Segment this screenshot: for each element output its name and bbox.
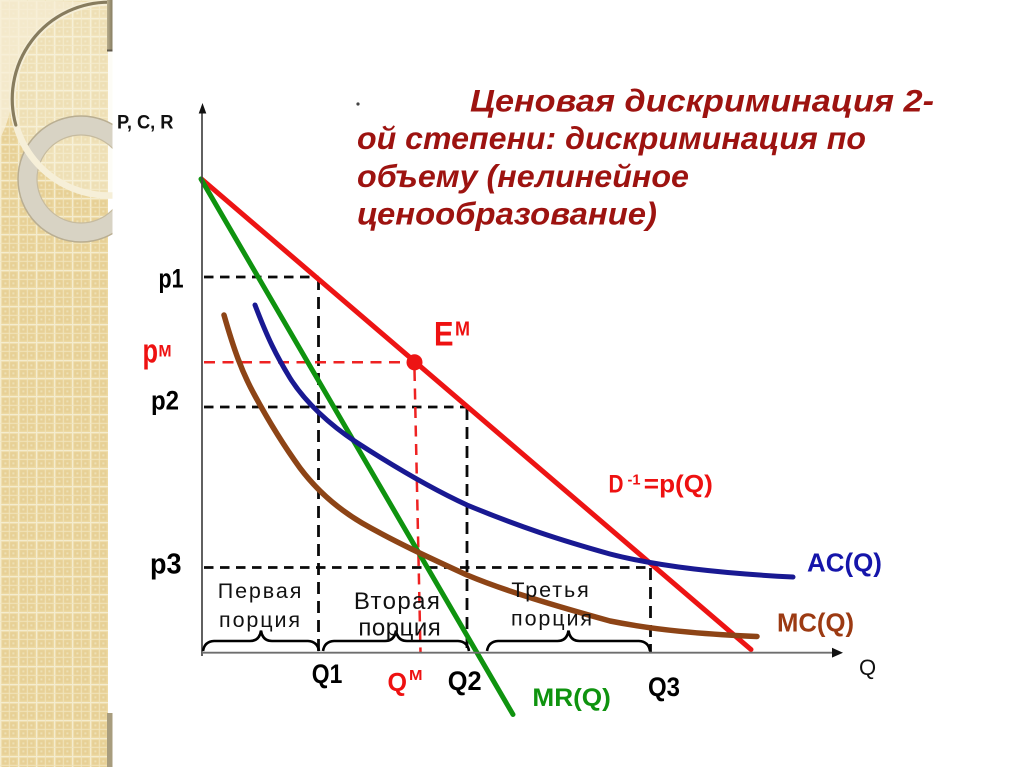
svg-text:p: p — [143, 333, 159, 371]
svg-text:p2: p2 — [151, 386, 179, 416]
svg-text:MR(Q): MR(Q) — [532, 684, 611, 712]
svg-text:Q2: Q2 — [448, 666, 482, 696]
svg-text:Первая: Первая — [218, 579, 304, 603]
svg-text:объему (нелинейное: объему (нелинейное — [357, 158, 689, 194]
svg-text:=p(Q): =p(Q) — [644, 471, 713, 499]
svg-text:-1: -1 — [628, 471, 641, 488]
svg-text:порция: порция — [511, 607, 594, 631]
svg-text:P, C, R: P, C, R — [117, 113, 174, 134]
svg-text:p3: p3 — [150, 549, 182, 581]
svg-text:порция: порция — [358, 615, 441, 642]
svg-text:ценообразование): ценообразование) — [357, 196, 657, 232]
svg-text:Q: Q — [859, 655, 876, 680]
svg-text:Вторая: Вторая — [354, 588, 441, 615]
svg-text:порция: порция — [219, 608, 302, 632]
svg-text:AC(Q): AC(Q) — [807, 548, 882, 578]
svg-text:Q: Q — [388, 667, 408, 697]
svg-text:D: D — [609, 471, 624, 499]
svg-text:p1: p1 — [159, 263, 184, 293]
svg-text:M: M — [159, 343, 172, 361]
svg-text:Третья: Третья — [511, 578, 590, 602]
svg-text:E: E — [434, 316, 454, 354]
svg-text:Q3: Q3 — [648, 672, 680, 702]
svg-text:M: M — [455, 319, 470, 341]
svg-text:Q1: Q1 — [312, 659, 343, 689]
svg-text:M: M — [409, 667, 423, 684]
svg-text:Ценовая дискриминация 2-: Ценовая дискриминация 2- — [470, 83, 934, 119]
svg-text:ой степени: дискриминация по: ой степени: дискриминация по — [357, 120, 866, 156]
svg-text:MC(Q): MC(Q) — [777, 608, 854, 638]
